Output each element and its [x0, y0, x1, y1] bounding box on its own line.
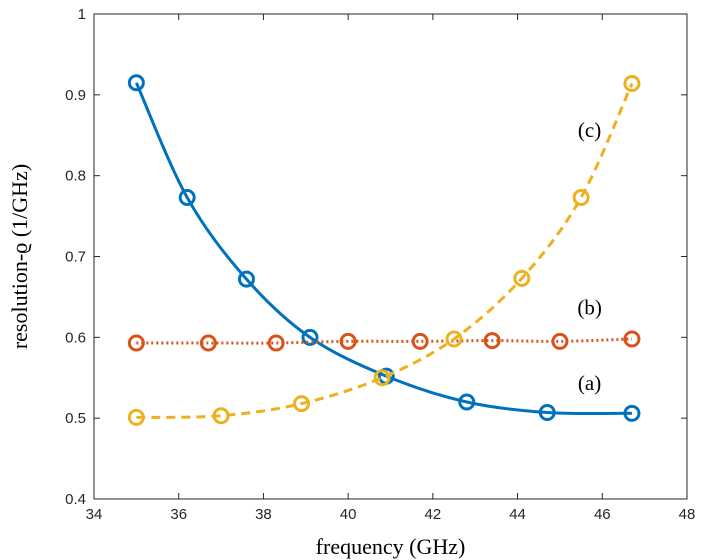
series-group	[127, 74, 641, 426]
data-point	[237, 270, 255, 288]
axes-box	[93, 13, 688, 500]
y-tick-label: 0.5	[65, 410, 86, 427]
y-axis-title: resolution-ϱ (1/GHz)	[7, 164, 32, 349]
y-tick-label: 0.9	[65, 87, 86, 104]
data-point	[623, 75, 641, 93]
data-point	[178, 188, 196, 206]
data-point	[623, 404, 641, 422]
data-point	[199, 334, 217, 352]
data-point	[483, 332, 501, 350]
data-point	[572, 188, 590, 206]
data-point	[623, 330, 641, 348]
x-tick-label: 44	[509, 506, 526, 523]
data-point	[127, 408, 145, 426]
x-axis-title: frequency (GHz)	[316, 534, 466, 559]
data-point	[267, 334, 285, 352]
data-point	[127, 74, 145, 92]
data-point	[513, 269, 531, 287]
data-point	[293, 395, 311, 413]
data-point	[551, 332, 569, 350]
x-tick-label: 34	[86, 506, 103, 523]
y-tick-label: 0.4	[65, 491, 86, 508]
x-tick-label: 46	[594, 506, 611, 523]
x-tick-label: 38	[255, 506, 272, 523]
y-tick-label: 0.8	[65, 168, 86, 185]
annotation-label: (b)	[577, 296, 602, 320]
series-b	[127, 330, 641, 352]
tick-labels: 34 36 38 40 42 44 46 48 0.4 0.5 0.6 0.7 0.8 0.9 1	[65, 6, 695, 523]
annotation-label: (c)	[578, 118, 601, 142]
annotations: (a) (b) (c)	[577, 118, 602, 395]
data-point	[373, 369, 391, 387]
data-point	[301, 328, 319, 346]
series-line-a	[134, 82, 632, 416]
data-point	[458, 393, 476, 411]
series-line-c	[136, 82, 634, 419]
data-point	[212, 407, 230, 425]
y-tick-label: 0.7	[65, 249, 86, 266]
plot-area	[94, 14, 687, 499]
x-tick-label: 42	[425, 506, 442, 523]
data-point	[538, 404, 556, 422]
y-tick-label: 0.6	[65, 329, 86, 346]
series-c	[127, 75, 641, 426]
data-point	[339, 332, 357, 350]
data-point	[411, 332, 429, 350]
annotation-label: (a)	[578, 371, 601, 395]
data-point	[445, 330, 463, 348]
data-point	[127, 334, 145, 352]
x-tick-label: 36	[170, 506, 187, 523]
y-tick-label: 1	[78, 6, 86, 23]
x-tick-label: 40	[340, 506, 357, 523]
x-tick-label: 48	[679, 506, 696, 523]
